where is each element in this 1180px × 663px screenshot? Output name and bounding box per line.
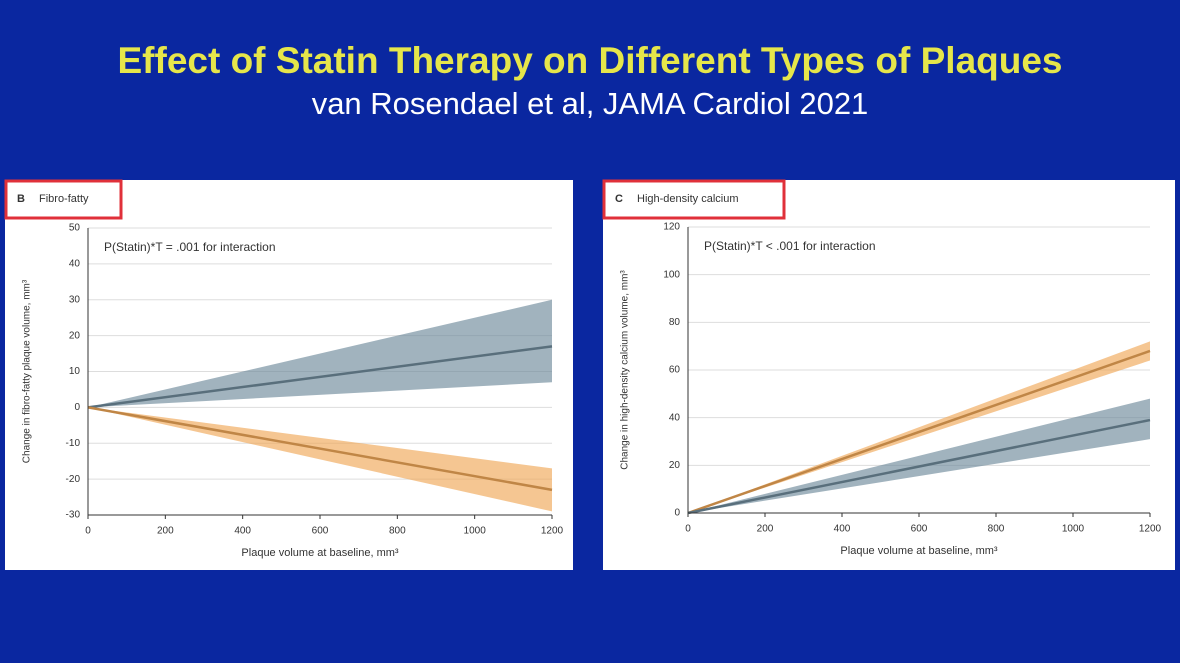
confidence-band — [88, 407, 552, 512]
y-tick-label: 20 — [69, 330, 81, 341]
x-tick-label: 200 — [157, 526, 174, 537]
annotation: P(Statin)*T < .001 for interaction — [704, 239, 876, 253]
y-tick-label: 50 — [69, 223, 81, 234]
annotation: P(Statin)*T = .001 for interaction — [104, 240, 276, 254]
y-tick-label: -10 — [66, 438, 81, 449]
y-tick-label: 20 — [669, 460, 681, 471]
x-tick-label: 400 — [834, 524, 851, 535]
y-tick-label: 100 — [663, 269, 680, 280]
y-tick-label: 40 — [69, 259, 81, 270]
x-tick-label: 1200 — [541, 526, 564, 537]
x-tick-label: 400 — [234, 526, 251, 537]
x-tick-label: 600 — [911, 524, 928, 535]
confidence-band — [688, 398, 1150, 513]
x-tick-label: 800 — [988, 524, 1005, 535]
y-tick-label: 0 — [674, 508, 680, 519]
x-tick-label: 1000 — [1062, 524, 1085, 535]
confidence-band — [88, 299, 552, 408]
trend-line — [687, 418, 1151, 515]
panel-label-box — [602, 179, 786, 220]
x-tick-label: 600 — [312, 526, 329, 537]
y-tick-label: 40 — [669, 412, 681, 423]
panel-label: B — [17, 193, 25, 205]
panel-label-box — [4, 179, 123, 220]
y-tick-label: 80 — [669, 317, 681, 328]
y-axis-label: Change in fibro-fatty plaque volume, mm³ — [22, 279, 33, 463]
trend-line — [87, 406, 553, 492]
x-tick-label: 0 — [685, 524, 691, 535]
y-tick-label: -20 — [66, 474, 81, 485]
trend-line — [87, 345, 553, 409]
y-tick-label: 0 — [74, 402, 80, 413]
x-tick-label: 1200 — [1139, 524, 1162, 535]
panel-title: High-density calcium — [637, 193, 738, 205]
x-tick-label: 800 — [389, 526, 406, 537]
trend-line — [687, 349, 1151, 515]
panel-title: Fibro-fatty — [39, 193, 89, 205]
slide-subtitle: van Rosendael et al, JAMA Cardiol 2021 — [312, 86, 869, 121]
x-tick-label: 1000 — [464, 526, 487, 537]
y-tick-label: 60 — [669, 365, 681, 376]
x-tick-label: 0 — [85, 526, 91, 537]
x-tick-label: 200 — [757, 524, 774, 535]
slide-title: Effect of Statin Therapy on Different Ty… — [118, 40, 1063, 81]
y-tick-label: 120 — [663, 222, 680, 233]
x-axis-label: Plaque volume at baseline, mm³ — [241, 547, 398, 559]
confidence-band — [688, 341, 1150, 513]
y-tick-label: -30 — [66, 510, 81, 521]
y-tick-label: 10 — [69, 366, 81, 377]
y-tick-label: 30 — [69, 294, 81, 305]
panel-label: C — [615, 193, 623, 205]
y-axis-label: Change in high-density calcium volume, m… — [620, 270, 631, 470]
x-axis-label: Plaque volume at baseline, mm³ — [840, 545, 997, 557]
